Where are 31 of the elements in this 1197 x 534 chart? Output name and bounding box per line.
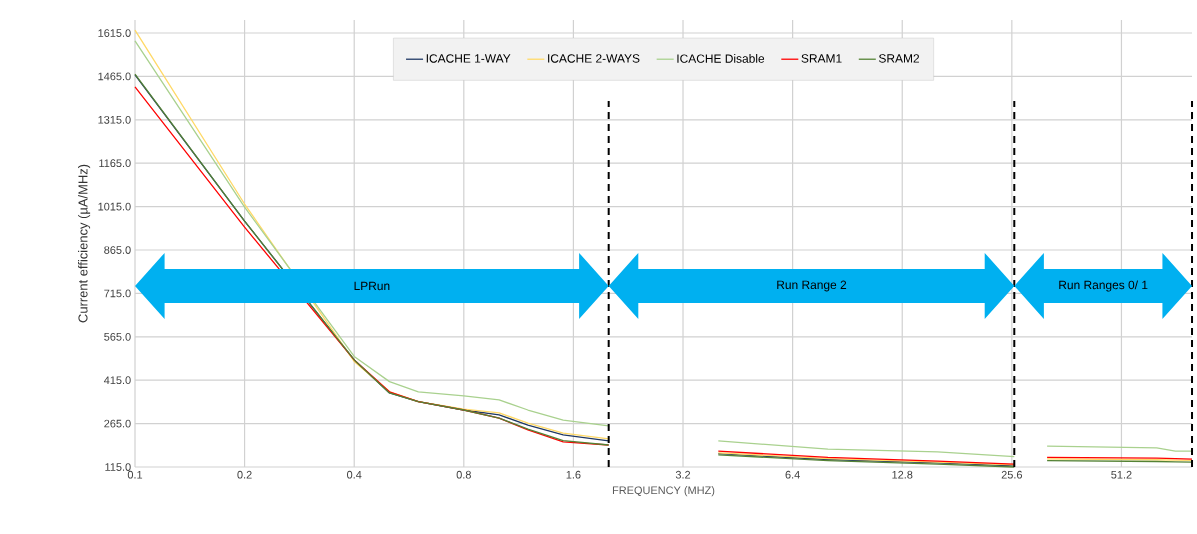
y-tick-label: 1015.0: [98, 202, 131, 211]
y-tick-label: 1615.0: [98, 29, 131, 37]
y-tick-label: 1315.0: [98, 115, 131, 124]
legend-label: ICACHE 2-WAYS: [548, 54, 640, 63]
y-tick-label: 865.0: [104, 246, 131, 254]
y-axis-title: Current efficiency (µA/MHz): [78, 164, 91, 323]
y-tick-label: 415.0: [103, 376, 131, 385]
legend-label: SRAM1: [801, 54, 842, 63]
annotation: LPRun: [354, 281, 390, 291]
x-tick-label: 1.6: [566, 470, 581, 479]
y-tick-label: 715.0: [104, 289, 131, 298]
y-tick-label: 1465.0: [98, 72, 131, 81]
y-tick-label: 565.0: [104, 332, 131, 341]
legend-label: SRAM2: [878, 54, 920, 63]
y-tick-label: 265.0: [104, 419, 131, 428]
x-tick-label: 51.2: [1111, 470, 1132, 479]
annotation: Run Ranges 0/ 1: [1059, 280, 1148, 292]
x-tick-label: 0.2: [237, 470, 252, 479]
x-tick-label: 0.4: [347, 470, 362, 479]
x-axis-title: FREQUENCY (MHZ): [612, 486, 715, 497]
legend-label: ICACHE 1-WAY: [426, 54, 511, 63]
y-tick-label: 115.0: [105, 463, 131, 471]
x-tick-label: 6.4: [785, 470, 800, 479]
x-tick-label: 0.8: [456, 470, 471, 479]
x-tick-label: 0.1: [127, 470, 143, 479]
x-tick-label: 12.8: [892, 470, 913, 479]
x-tick-label: 25.6: [1001, 470, 1023, 479]
x-tick-label: 3.2: [675, 470, 691, 479]
legend-label: ICACHE Disable: [677, 54, 765, 63]
y-tick-label: 1165.0: [99, 159, 131, 168]
annotation: Run Range 2: [777, 280, 847, 292]
